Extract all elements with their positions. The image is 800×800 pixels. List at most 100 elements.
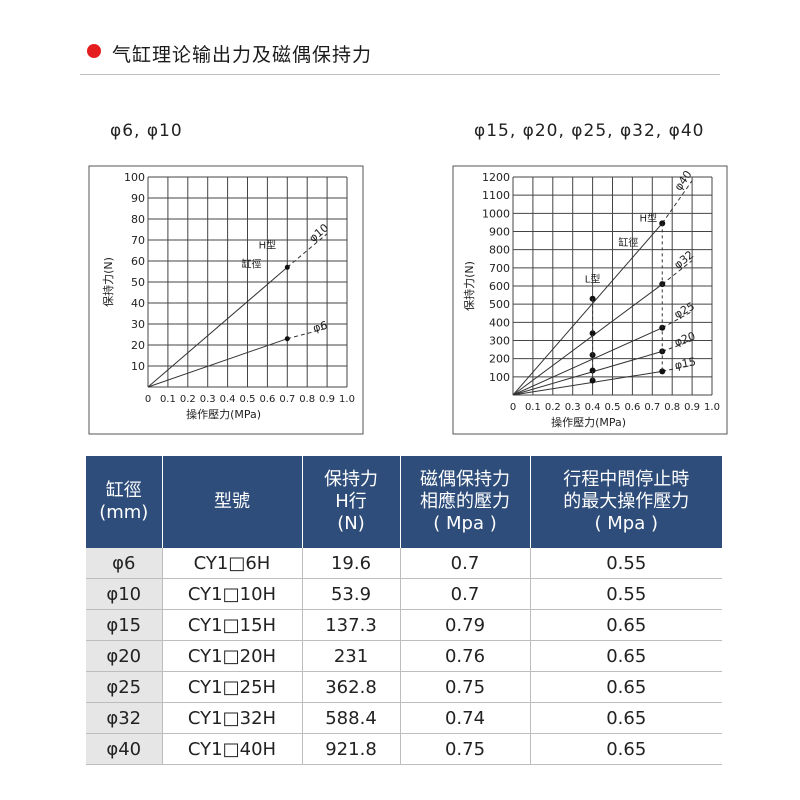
table-row: φ15 CY1□15H 137.3 0.79 0.65 [86,609,722,641]
x-tick-label: 0 [510,402,516,413]
table-cell: φ25 [86,671,163,703]
data-point [589,377,596,384]
chart-annotation: H型 [259,238,277,251]
data-point [589,330,596,337]
header-divider [80,74,720,75]
y-tick-label: 40 [131,297,145,310]
table-cell: 0.7 [400,548,531,579]
data-point [589,367,596,374]
chart-right: 100 200 300 400 500 600 700 800 900 1000 1100 1200 0… [452,165,728,435]
y-axis-title: 保持力(N) [462,261,476,311]
chart-right-label: φ15, φ20, φ25, φ32, φ40 [474,121,705,141]
table-cell: 921.8 [302,733,401,765]
chart-annotation: L型 [585,272,601,285]
y-tick-label: 70 [131,234,145,247]
table-cell: 19.6 [302,548,401,579]
table-cell: 137.3 [302,609,401,641]
table-cell: φ6 [86,548,163,579]
y-tick-label: 100 [124,171,145,184]
table-cell: 0.7 [400,578,531,610]
series-line-solid [512,283,663,396]
table-row: φ6 CY1□6H 19.6 0.7 0.55 [86,548,722,579]
x-tick-label: 0.1 [160,394,176,405]
x-axis-title: 操作壓力(MPa) [551,415,626,429]
table-cell: CY1□25H [162,671,303,703]
chart-left: 10 20 30 40 50 60 70 80 90 100 0 0.1 0.2 0.3 0.4 0.5 0.6… [88,165,364,435]
y-tick-label: 60 [131,255,145,268]
series-line-dashed [662,310,693,329]
table-row: φ10 CY1□10H 53.9 0.7 0.55 [86,578,722,610]
chart-annotation: 缸徑 [618,236,638,249]
x-tick-label: 0.4 [585,402,601,413]
x-tick-label: 0.6 [624,402,640,413]
series-label: φ6 [312,319,329,335]
x-tick-label: 0 [145,394,151,405]
series-line-solid [512,370,663,396]
table-header-row: 缸徑 (mm) 型號 保持力 H行 (N) 磁偶保持力 相應的壓力 ( Mpa ) 行程… [86,456,722,548]
x-tick-label: 0.9 [319,394,335,405]
table-cell: CY1□6H [162,548,303,579]
x-tick-label: 0.3 [565,402,581,413]
chart-annotation: H型 [640,212,658,225]
table-cell: CY1□32H [162,702,303,734]
section-header: 气缸理论输出力及磁偶保持力 [0,0,800,78]
series-label: φ25 [672,300,697,322]
series-line-dashed [661,180,693,224]
series-line-solid [512,350,663,396]
x-tick-label: 0.7 [279,394,295,405]
x-tick-label: 0.5 [240,394,256,405]
table-cell: 0.55 [530,548,722,579]
table-cell: 0.65 [530,702,722,734]
y-tick-label: 800 [489,244,510,257]
series-label: φ15 [674,355,698,372]
x-tick-label: 0.8 [299,394,315,405]
table-row: φ25 CY1□25H 362.8 0.75 0.65 [86,671,722,703]
bullet-dot-icon [87,44,101,58]
series-line-dashed [286,233,328,268]
y-tick-label: 90 [131,192,145,205]
x-tick-label: 0.1 [525,402,541,413]
table-cell: 0.76 [400,640,531,672]
table-cell: 0.75 [400,671,531,703]
table-cell: CY1□20H [162,640,303,672]
data-point [659,368,666,375]
y-tick-label: 700 [489,262,510,275]
y-tick-label: 80 [131,213,145,226]
y-tick-label: 1000 [482,207,510,220]
x-tick-label: 0.2 [180,394,196,405]
x-tick-label: 0.5 [605,402,621,413]
x-tick-label: 0.9 [684,402,700,413]
y-tick-label: 600 [489,280,510,293]
spec-table: 缸徑 (mm) 型號 保持力 H行 (N) 磁偶保持力 相應的壓力 ( Mpa ) 行程… [86,456,722,765]
y-tick-label: 300 [489,335,510,348]
table-cell: 588.4 [302,702,401,734]
x-tick-label: 1.0 [339,394,355,405]
table-cell: 53.9 [302,578,401,610]
table-cell: 0.65 [530,671,722,703]
y-tick-label: 10 [131,360,145,373]
series-line-solid [512,327,663,396]
table-row: φ20 CY1□20H 231 0.76 0.65 [86,640,722,672]
table-cell: 0.74 [400,702,531,734]
table-header-cell: 型號 [162,456,303,548]
y-tick-label: 1100 [482,189,510,202]
table-cell: CY1□40H [162,733,303,765]
y-tick-label: 400 [489,316,510,329]
table-row: φ40 CY1□40H 921.8 0.75 0.65 [86,733,722,765]
y-tick-label: 500 [489,298,510,311]
series-label: φ40 [672,168,695,193]
y-tick-label: 100 [489,371,510,384]
table-cell: 0.65 [530,609,722,641]
y-tick-label: 20 [131,339,145,352]
table-cell: φ10 [86,578,163,610]
table-header-cell: 缸徑 (mm) [86,456,163,548]
chart-frame [88,165,364,435]
table-header-cell: 磁偶保持力 相應的壓力 ( Mpa ) [400,456,531,548]
table-header-cell: 保持力 H行 (N) [302,456,401,548]
y-axis-title: 保持力(N) [101,257,115,307]
series-line-dashed [661,260,693,285]
table-cell: 0.65 [530,640,722,672]
table-cell: φ20 [86,640,163,672]
table-cell: CY1□15H [162,609,303,641]
x-tick-label: 0.6 [259,394,275,405]
